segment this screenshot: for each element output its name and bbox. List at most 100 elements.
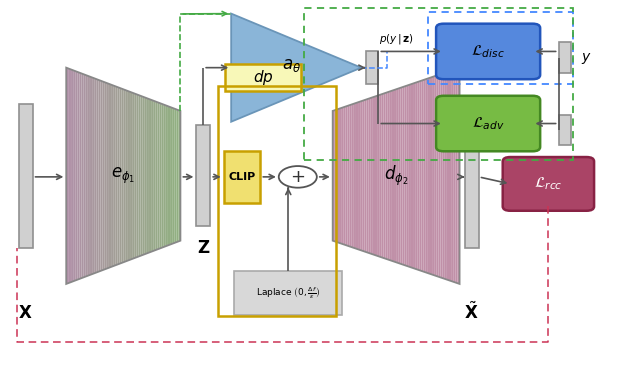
FancyBboxPatch shape <box>223 150 260 203</box>
Polygon shape <box>428 78 430 274</box>
Polygon shape <box>426 78 428 273</box>
FancyBboxPatch shape <box>436 24 540 79</box>
Polygon shape <box>165 105 167 246</box>
Text: $\mathbf{X}$: $\mathbf{X}$ <box>19 304 33 322</box>
Polygon shape <box>371 97 373 254</box>
Polygon shape <box>110 84 112 267</box>
Polygon shape <box>129 92 131 260</box>
Polygon shape <box>77 72 79 280</box>
Polygon shape <box>388 92 390 260</box>
Bar <box>465 104 479 248</box>
Polygon shape <box>415 82 417 269</box>
Polygon shape <box>179 110 180 242</box>
Polygon shape <box>116 86 118 265</box>
Polygon shape <box>409 84 411 267</box>
Polygon shape <box>447 71 449 280</box>
Polygon shape <box>72 70 74 282</box>
Polygon shape <box>362 100 364 251</box>
Polygon shape <box>369 98 371 254</box>
Polygon shape <box>367 99 369 253</box>
Polygon shape <box>381 94 383 258</box>
Polygon shape <box>112 85 114 266</box>
Polygon shape <box>411 83 413 268</box>
Polygon shape <box>404 86 406 266</box>
Polygon shape <box>146 98 148 254</box>
Bar <box>559 42 572 73</box>
Polygon shape <box>349 104 352 247</box>
Polygon shape <box>377 95 380 257</box>
Polygon shape <box>104 82 106 269</box>
Text: Laplace $\left(0, \frac{\Delta f}{\epsilon}\right)$: Laplace $\left(0, \frac{\Delta f}{\epsil… <box>256 285 321 300</box>
Polygon shape <box>396 89 398 263</box>
Polygon shape <box>453 69 455 283</box>
Polygon shape <box>333 110 335 242</box>
Polygon shape <box>167 106 169 246</box>
Polygon shape <box>343 107 346 245</box>
Polygon shape <box>169 107 171 245</box>
Polygon shape <box>385 92 388 259</box>
Polygon shape <box>95 78 97 273</box>
Polygon shape <box>156 101 157 250</box>
Text: $a_{\theta}$: $a_{\theta}$ <box>282 57 301 74</box>
Polygon shape <box>394 89 396 262</box>
Polygon shape <box>438 74 440 277</box>
Polygon shape <box>364 100 367 252</box>
Polygon shape <box>93 78 95 274</box>
Polygon shape <box>373 97 375 255</box>
Polygon shape <box>131 92 133 259</box>
Polygon shape <box>79 73 81 279</box>
Polygon shape <box>135 94 137 258</box>
Polygon shape <box>417 81 419 270</box>
Polygon shape <box>430 77 432 274</box>
Bar <box>196 125 211 226</box>
Polygon shape <box>358 101 360 250</box>
Polygon shape <box>432 76 434 275</box>
FancyBboxPatch shape <box>436 96 540 151</box>
Polygon shape <box>380 94 381 257</box>
Polygon shape <box>458 68 460 284</box>
Polygon shape <box>152 100 154 251</box>
Polygon shape <box>392 90 394 262</box>
Polygon shape <box>150 100 152 252</box>
Polygon shape <box>401 87 403 265</box>
Text: $\mathbf{Z}$: $\mathbf{Z}$ <box>196 239 210 257</box>
Polygon shape <box>68 68 70 283</box>
Polygon shape <box>81 74 83 278</box>
Polygon shape <box>161 104 163 248</box>
Polygon shape <box>451 70 453 282</box>
Polygon shape <box>422 80 424 272</box>
Polygon shape <box>352 104 354 248</box>
Polygon shape <box>360 101 362 251</box>
Polygon shape <box>97 79 99 272</box>
Polygon shape <box>100 81 102 271</box>
Text: $\mathcal{L}_{adv}$: $\mathcal{L}_{adv}$ <box>472 115 504 132</box>
Polygon shape <box>157 102 159 249</box>
Polygon shape <box>436 75 438 277</box>
Polygon shape <box>413 83 415 269</box>
Text: $p(y\,|\,\mathbf{z})$: $p(y\,|\,\mathbf{z})$ <box>379 32 413 46</box>
Polygon shape <box>346 106 348 246</box>
Polygon shape <box>419 81 422 271</box>
Polygon shape <box>175 109 177 243</box>
Polygon shape <box>148 99 150 253</box>
Polygon shape <box>337 109 339 243</box>
Polygon shape <box>89 76 91 275</box>
Polygon shape <box>406 85 409 266</box>
Bar <box>365 52 378 84</box>
Text: $d_{\phi_2}$: $d_{\phi_2}$ <box>384 164 408 188</box>
Polygon shape <box>356 102 358 249</box>
Text: $y$: $y$ <box>581 51 592 66</box>
Polygon shape <box>383 93 385 259</box>
Text: $\mathcal{L}_{rcc}$: $\mathcal{L}_{rcc}$ <box>534 175 563 192</box>
Polygon shape <box>341 107 343 244</box>
Polygon shape <box>127 91 129 261</box>
Polygon shape <box>455 68 458 283</box>
Polygon shape <box>398 88 401 264</box>
Polygon shape <box>125 90 127 262</box>
Text: CLIP: CLIP <box>228 172 255 182</box>
Bar <box>559 115 572 145</box>
FancyBboxPatch shape <box>225 64 301 91</box>
Polygon shape <box>445 72 447 280</box>
FancyBboxPatch shape <box>502 157 594 211</box>
Polygon shape <box>339 108 341 243</box>
